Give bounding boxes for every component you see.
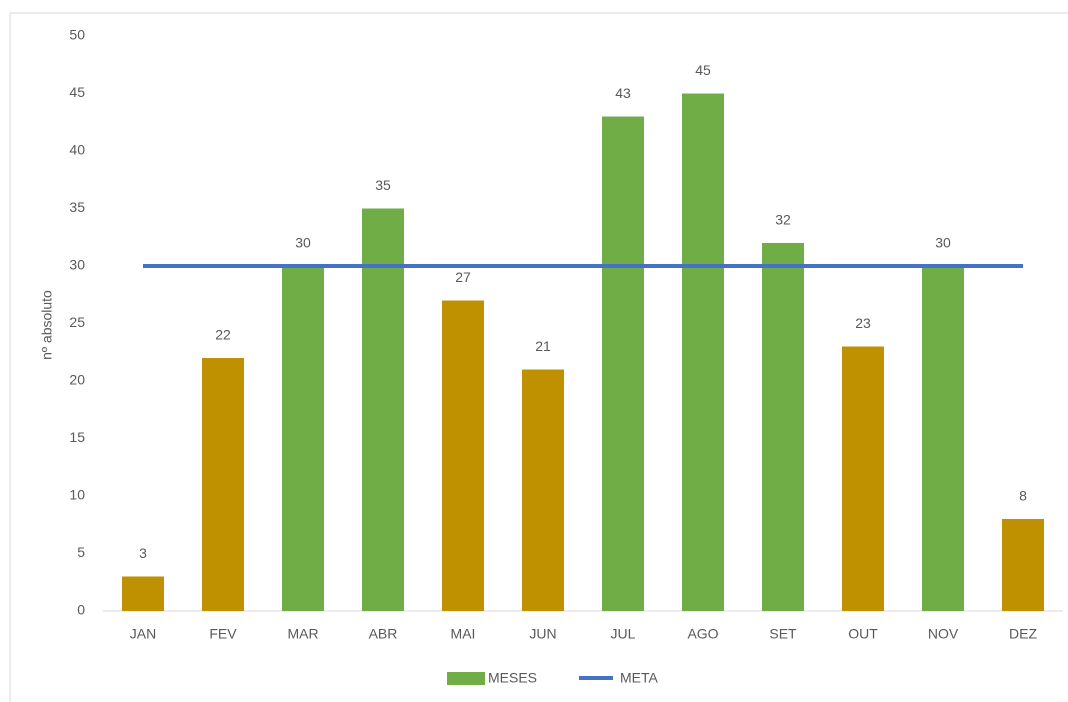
y-tick-label: 10 (69, 487, 85, 503)
bar (282, 266, 324, 611)
data-label: 3 (139, 545, 147, 561)
y-tick-label: 15 (69, 429, 85, 445)
bar (1002, 519, 1044, 611)
x-tick-label: MAR (287, 626, 318, 642)
x-tick-label: SET (769, 626, 797, 642)
x-tick-label: JAN (130, 626, 156, 642)
data-label: 30 (935, 235, 951, 251)
x-tick-label: JUL (611, 626, 636, 642)
data-label: 27 (455, 269, 471, 285)
bar (602, 116, 644, 611)
bar (522, 369, 564, 611)
legend-label: META (620, 670, 659, 686)
bar (122, 576, 164, 611)
bar (362, 208, 404, 611)
legend-swatch (447, 672, 485, 685)
y-tick-label: 20 (69, 372, 85, 388)
x-tick-label: MAI (451, 626, 476, 642)
data-label: 45 (695, 62, 711, 78)
data-label: 32 (775, 212, 791, 228)
y-tick-label: 0 (77, 602, 85, 618)
x-tick-label: OUT (848, 626, 878, 642)
y-tick-label: 25 (69, 314, 85, 330)
x-tick-label: AGO (687, 626, 718, 642)
data-label: 43 (615, 85, 631, 101)
data-label: 22 (215, 327, 231, 343)
y-tick-label: 50 (69, 27, 85, 43)
y-tick-label: 5 (77, 544, 85, 560)
y-tick-label: 35 (69, 199, 85, 215)
legend-label: MESES (488, 670, 537, 686)
data-label: 23 (855, 315, 871, 331)
chart-frame (9, 12, 1068, 702)
y-tick-label: 45 (69, 84, 85, 100)
x-tick-label: NOV (928, 626, 959, 642)
bar (762, 243, 804, 611)
x-tick-label: ABR (369, 626, 398, 642)
x-tick-label: DEZ (1009, 626, 1037, 642)
data-label: 35 (375, 177, 391, 193)
data-label: 21 (535, 338, 551, 354)
data-label: 8 (1019, 488, 1027, 504)
x-tick-label: FEV (209, 626, 237, 642)
bar (842, 346, 884, 611)
bar (682, 93, 724, 611)
bar (442, 300, 484, 611)
bar (922, 266, 964, 611)
x-tick-label: JUN (529, 626, 556, 642)
y-tick-label: 30 (69, 257, 85, 273)
y-tick-label: 40 (69, 142, 85, 158)
data-label: 30 (295, 235, 311, 251)
bar (202, 358, 244, 611)
y-axis-label: nº absoluto (39, 290, 55, 360)
